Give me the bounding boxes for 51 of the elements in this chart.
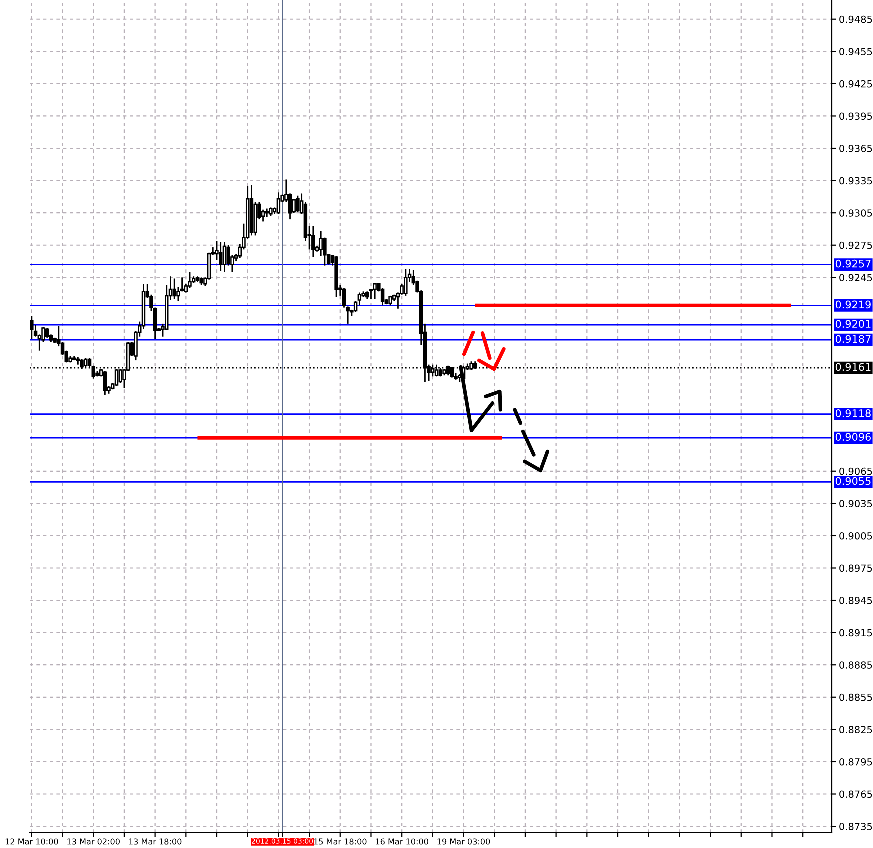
candlestick [404, 268, 408, 297]
x-tick-label: 15 Mar 18:00 [314, 838, 367, 845]
x-tick-label: 13 Mar 18:00 [129, 838, 182, 845]
y-tick-label: 0.9245 [840, 274, 872, 282]
y-tick-label: 0.9365 [840, 144, 872, 152]
y-tick-label: 0.9335 [840, 177, 872, 185]
y-tick-label: 0.9275 [840, 242, 872, 250]
y-tick-label: 0.9305 [840, 210, 872, 217]
x-tick-label: 16 Mar 10:00 [376, 838, 428, 845]
y-tick-label: 0.9005 [840, 532, 872, 540]
ref-line-label: 0.9055 [836, 477, 871, 486]
y-tick-label: 0.8885 [840, 662, 872, 669]
y-tick-label: 0.9065 [840, 468, 872, 476]
candlestick [292, 198, 296, 214]
y-tick-label: 0.9035 [840, 500, 872, 508]
ref-line-label: 0.9118 [836, 409, 871, 418]
candlestick [30, 316, 34, 340]
x-tick-label: 19 Mar 03:00 [438, 838, 490, 845]
y-tick-label: 0.8945 [840, 597, 872, 604]
ref-line-label: 0.9219 [836, 300, 871, 309]
ref-line-label: 0.9187 [836, 335, 871, 344]
y-tick-label: 0.8795 [840, 758, 872, 766]
candlestick [45, 328, 50, 339]
x-tick-label: 13 Mar 02:00 [68, 838, 120, 845]
y-tick-label: 0.8855 [840, 694, 872, 702]
y-tick-label: 0.9395 [840, 112, 872, 120]
ref-line-label: 0.9096 [836, 433, 871, 442]
candlestick [296, 195, 300, 213]
y-tick-label: 0.8765 [840, 790, 872, 798]
candlestick [103, 370, 108, 396]
candlestick [388, 295, 392, 306]
candlestick [373, 282, 377, 300]
ref-line-label: 0.9201 [836, 320, 871, 328]
candlestick [222, 241, 227, 273]
x-tick-label: 12 Mar 10:00 [6, 838, 58, 845]
y-tick-label: 0.8975 [840, 564, 872, 572]
ref-line-label: 0.9161 [836, 363, 871, 372]
y-tick-label: 0.9425 [840, 80, 872, 88]
candlestick [319, 230, 323, 257]
y-tick-label: 0.8825 [840, 726, 872, 734]
y-tick-label: 0.9485 [840, 16, 872, 24]
candlestick [342, 288, 346, 308]
candlestick [312, 225, 316, 258]
y-tick-label: 0.9455 [840, 48, 872, 56]
candlestick [219, 241, 223, 272]
y-tick-label: 0.8735 [840, 823, 872, 830]
candlestick [188, 272, 192, 290]
ref-line-label: 0.9257 [836, 260, 871, 268]
y-tick-label: 0.8915 [840, 629, 872, 637]
candlestick [276, 192, 281, 215]
candlestick [172, 278, 176, 300]
